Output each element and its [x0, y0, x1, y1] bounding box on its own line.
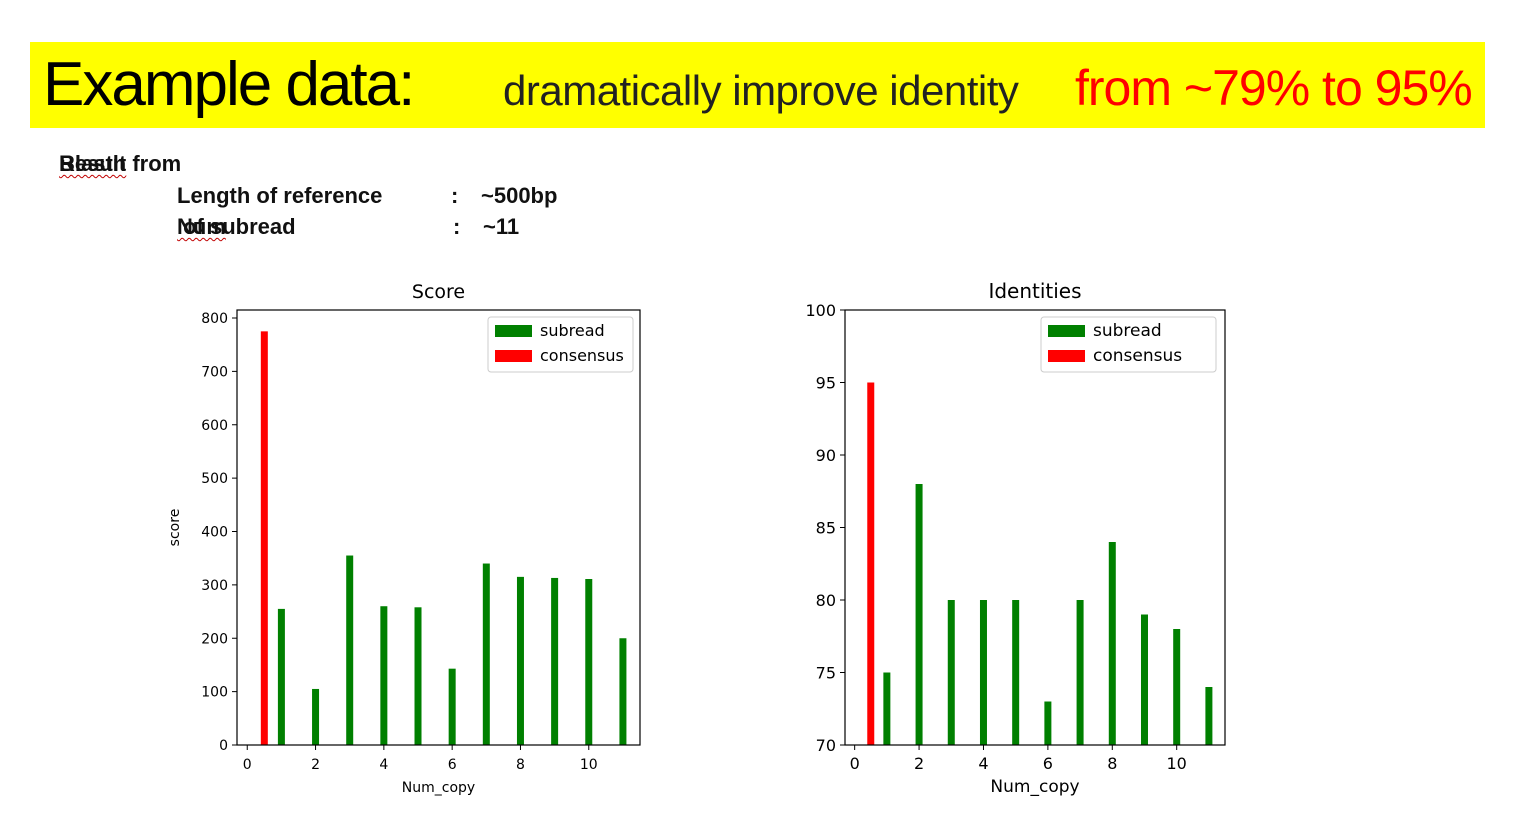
x-tick-label: 2: [311, 757, 320, 773]
y-axis-label: score: [167, 509, 183, 547]
subread-bar: [482, 563, 490, 745]
slide-highlight: from ~79% to 95%: [1075, 60, 1473, 116]
x-tick-label: 0: [850, 754, 860, 773]
subread-bar: [551, 577, 559, 745]
slide-title: Example data:: [43, 50, 415, 119]
legend-label: subread: [1093, 321, 1162, 341]
y-tick-label: 85: [816, 518, 836, 537]
legend-label: consensus: [540, 346, 624, 365]
blast-result-summary: Result from Blastn: Length of reference …: [59, 151, 558, 239]
x-axis-label: Num_copy: [402, 780, 475, 796]
x-tick-label: 10: [580, 757, 598, 773]
subread-bar: [1205, 687, 1213, 745]
x-tick-label: 4: [978, 754, 988, 773]
y-tick-label: 70: [816, 736, 836, 755]
chart-title: Score: [412, 281, 465, 303]
consensus-bar: [260, 331, 268, 745]
y-tick-label: 75: [816, 663, 836, 682]
y-tick-label: 95: [816, 373, 836, 392]
subread-bar: [1173, 629, 1181, 745]
x-tick-label: 8: [516, 757, 525, 773]
subread-count-sep: :: [453, 214, 461, 239]
x-tick-label: 6: [1043, 754, 1053, 773]
reference-length-sep: :: [451, 183, 459, 208]
y-tick-label: 600: [201, 418, 228, 434]
chart-title: Identities: [988, 279, 1081, 303]
legend-label: consensus: [1093, 346, 1182, 366]
subread-bar: [312, 688, 320, 745]
subread-bar: [346, 555, 354, 745]
x-tick-label: 10: [1167, 754, 1187, 773]
plot-frame: [236, 309, 641, 746]
y-tick-label: 100: [201, 685, 228, 701]
y-tick-label: 90: [816, 446, 836, 465]
subread-bar: [1076, 600, 1084, 745]
legend-label: subread: [540, 321, 605, 340]
y-tick-label: 200: [201, 631, 228, 647]
subread-bar: [1140, 614, 1148, 745]
x-tick-label: 8: [1107, 754, 1117, 773]
subread-bar: [414, 607, 422, 745]
x-tick-label: 6: [448, 757, 457, 773]
y-tick-label: 400: [201, 525, 228, 541]
subread-bar: [1108, 542, 1116, 745]
legend-swatch: [495, 325, 532, 337]
subread-bar: [883, 672, 891, 745]
subread-bar: [585, 579, 593, 745]
subread-bar: [516, 576, 524, 745]
y-tick-label: 300: [201, 578, 228, 594]
y-tick-label: 0: [219, 738, 228, 754]
y-tick-label: 500: [201, 471, 228, 487]
subread-bar: [1044, 701, 1052, 745]
subread-bar: [380, 606, 388, 745]
legend-swatch: [1048, 325, 1085, 337]
y-tick-label: 80: [816, 591, 836, 610]
x-tick-label: 0: [243, 757, 252, 773]
subread-bar: [979, 600, 987, 745]
legend-swatch: [1048, 350, 1085, 362]
consensus-bar: [867, 382, 875, 745]
title-banner: Example data: dramatically improve ident…: [30, 42, 1485, 128]
plot-frame: [844, 309, 1226, 746]
identities-chart: 0 2 4 6 8 10 70 75 80 85 90 95 100 Identities Num_copy…: [805, 279, 1226, 797]
x-tick-label: 4: [379, 757, 388, 773]
subread-bar: [1012, 600, 1020, 745]
subread-bar: [947, 600, 955, 745]
subread-bar: [277, 608, 285, 745]
y-tick-label: 100: [805, 301, 836, 320]
reference-length-value: ~500bp: [481, 183, 558, 208]
y-tick-label: 800: [201, 311, 228, 327]
legend-swatch: [495, 350, 532, 362]
subread-bar: [915, 484, 923, 745]
subread-count-value: ~11: [483, 214, 520, 239]
score-chart: 0 2 4 6 8 100100200300400500600700800ScoreNum…: [167, 281, 641, 796]
subread-bar: [619, 638, 627, 745]
x-tick-label: 2: [914, 754, 924, 773]
slide-subtitle: dramatically improve identity: [503, 67, 1019, 114]
x-axis-label: Num_copy: [990, 777, 1079, 797]
reference-length-label: Length of reference: [177, 183, 383, 208]
subread-bar: [448, 668, 456, 745]
y-tick-label: 700: [201, 364, 228, 380]
